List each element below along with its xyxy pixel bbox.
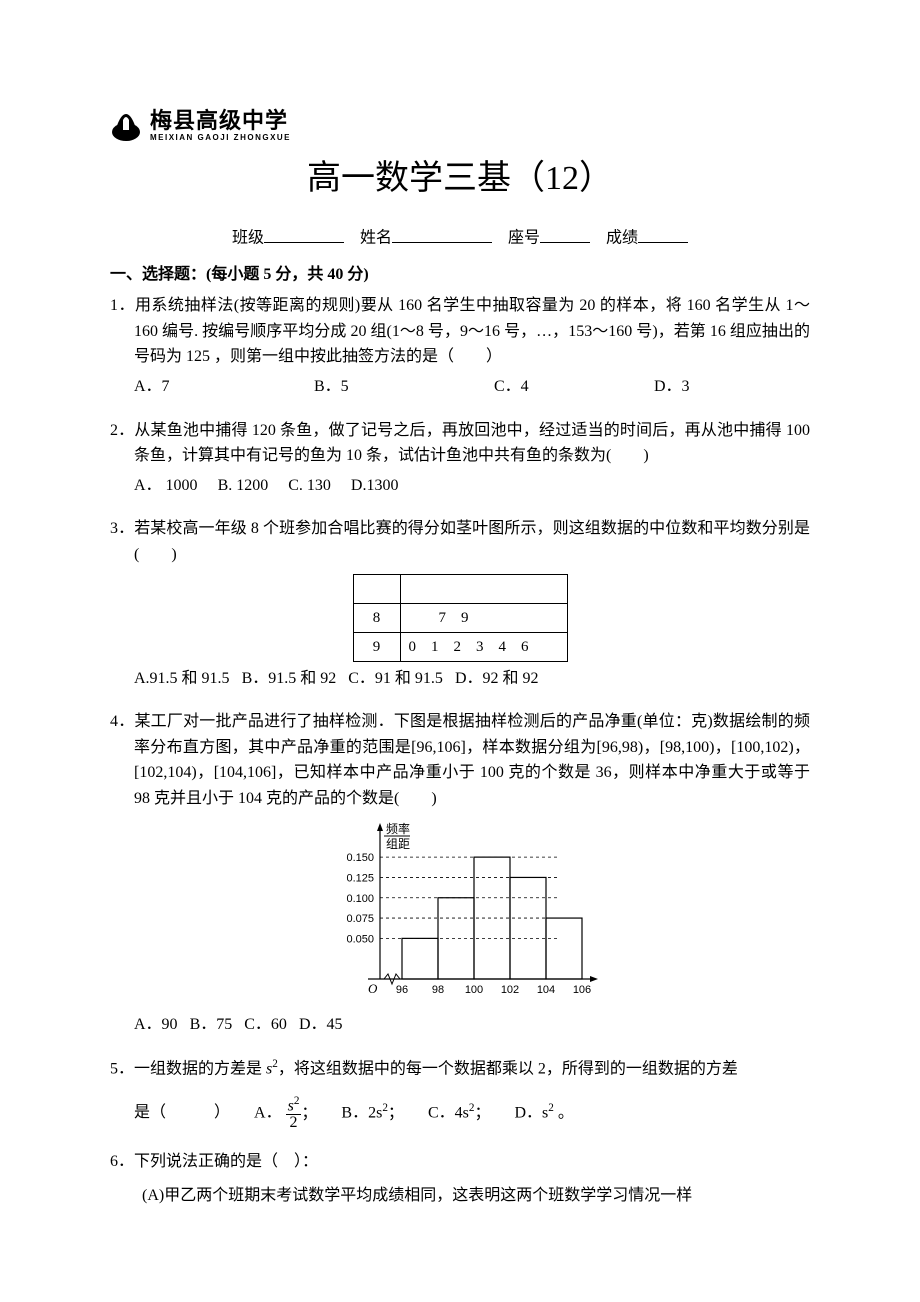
q5-line2-prefix: 是（ ） — [134, 1100, 230, 1126]
q5-opt-a: A． s2 2 ； — [254, 1096, 317, 1131]
q1-opt-d: D．3 — [654, 374, 690, 400]
q2-opt-c: C. 130 — [288, 473, 331, 499]
q2-options: A． 1000 B. 1200 C. 130 D.1300 — [134, 473, 810, 499]
q1-options: A．7 B．5 C．4 D．3 — [134, 374, 810, 400]
label-name: 姓名 — [360, 230, 392, 247]
q4-opt-c: C．60 — [244, 1016, 287, 1033]
question-2: 2．从某鱼池中捕得 120 条鱼，做了记号之后，再放回池中，经过适当的时间后，再… — [110, 418, 810, 499]
q2-body: 2．从某鱼池中捕得 120 条鱼，做了记号之后，再放回池中，经过适当的时间后，再… — [134, 418, 810, 469]
q4-body: 4．某工厂对一批产品进行了抽样检测．下图是根据抽样检测后的产品净重(单位：克)数… — [134, 709, 810, 811]
q2-opt-d: D.1300 — [351, 473, 399, 499]
svg-text:104: 104 — [537, 984, 555, 996]
q5-opt-b: B．2s2； — [341, 1100, 404, 1126]
svg-text:O: O — [368, 981, 378, 996]
info-line: 班级 姓名 座号 成绩 — [110, 224, 810, 251]
q6-num: 6． — [110, 1153, 134, 1170]
q4-opt-a: A．90 — [134, 1016, 178, 1033]
svg-text:106: 106 — [573, 984, 591, 996]
section1-head: 一、选择题：(每小题 5 分，共 40 分) — [110, 262, 810, 288]
q1-body: 1．用系统抽样法(按等距离的规则)要从 160 名学生中抽取容量为 20 的样本… — [134, 293, 810, 370]
question-3: 3．若某校高一年级 8 个班参加合唱比赛的得分如茎叶图所示，则这组数据的中位数和… — [110, 516, 810, 691]
q6-body: 6．下列说法正确的是（ ）： — [134, 1149, 810, 1175]
svg-text:0.150: 0.150 — [346, 853, 374, 865]
stemleaf-stem2: 9 — [353, 632, 400, 661]
q1-num: 1． — [110, 297, 135, 314]
school-text: 梅县高级中学 MEIXIAN GAOJI ZHONGXUE — [150, 110, 291, 142]
blank-name — [392, 224, 492, 243]
svg-text:98: 98 — [432, 984, 444, 996]
q5-text-a: 一组数据的方差是 — [134, 1060, 266, 1077]
q1-text: 用系统抽样法(按等距离的规则)要从 160 名学生中抽取容量为 20 的样本，将… — [134, 297, 810, 365]
svg-text:96: 96 — [396, 984, 408, 996]
q3-options: A.91.5 和 91.5 B．91.5 和 92 C．91 和 91.5 D．… — [134, 666, 810, 692]
q6-text: 下列说法正确的是（ ）： — [134, 1153, 318, 1170]
q5-opt-d: D．s2 。 — [514, 1100, 573, 1126]
label-class: 班级 — [232, 230, 264, 247]
svg-text:102: 102 — [501, 984, 519, 996]
label-score: 成绩 — [606, 230, 638, 247]
q4-opt-d: D．45 — [299, 1016, 343, 1033]
q3-opt-c: C．91 和 91.5 — [348, 670, 443, 687]
histogram-wrap: 频率组距 0.050 0.075 0.100 0.125 0.150 96 98 100 102 1… — [110, 819, 810, 1008]
q3-num: 3． — [110, 520, 134, 537]
q2-opt-a: A． 1000 — [134, 473, 198, 499]
label-seat: 座号 — [508, 230, 540, 247]
school-header: 梅县高级中学 MEIXIAN GAOJI ZHONGXUE — [110, 110, 810, 142]
q3-opt-d: D．92 和 92 — [455, 670, 539, 687]
stem-leaf-table: 8 7 9 90 1 2 3 4 6 — [353, 574, 568, 662]
svg-text:100: 100 — [465, 984, 483, 996]
stemleaf-empty — [353, 574, 400, 603]
q1-opt-a: A．7 — [134, 374, 274, 400]
q6-opt-a: (A)甲乙两个班期末考试数学平均成绩相同，这表明这两个班数学学习情况一样 — [142, 1183, 810, 1209]
svg-text:0.075: 0.075 — [346, 914, 374, 926]
q4-opt-b: B．75 — [190, 1016, 233, 1033]
svg-text:0.100: 0.100 — [346, 893, 374, 905]
school-logo-icon — [110, 110, 142, 142]
q5-num: 5． — [110, 1060, 134, 1077]
blank-class — [264, 224, 344, 243]
question-6: 6．下列说法正确的是（ ）： (A)甲乙两个班期末考试数学平均成绩相同，这表明这… — [110, 1149, 810, 1208]
q3-opt-a: A.91.5 和 91.5 — [134, 670, 230, 687]
q1-opt-b: B．5 — [314, 374, 454, 400]
svg-text:频率: 频率 — [386, 821, 410, 836]
q4-num: 4． — [110, 713, 134, 730]
school-pinyin: MEIXIAN GAOJI ZHONGXUE — [150, 134, 291, 142]
svg-text:0.125: 0.125 — [346, 873, 374, 885]
blank-score — [638, 224, 688, 243]
blank-seat — [540, 224, 590, 243]
q3-opt-b: B．91.5 和 92 — [242, 670, 337, 687]
svg-text:0.050: 0.050 — [346, 934, 374, 946]
q5-text-b: ，将这组数据中的每一个数据都乘以 2，所得到的一组数据的方差 — [278, 1060, 738, 1077]
q5-body: 5．一组数据的方差是 s2，将这组数据中的每一个数据都乘以 2，所得到的一组数据… — [134, 1056, 810, 1082]
q2-opt-b: B. 1200 — [218, 473, 269, 499]
q3-body: 3．若某校高一年级 8 个班参加合唱比赛的得分如茎叶图所示，则这组数据的中位数和… — [134, 516, 810, 567]
q4-text: 某工厂对一批产品进行了抽样检测．下图是根据抽样检测后的产品净重(单位：克)数据绘… — [134, 713, 810, 807]
question-5: 5．一组数据的方差是 s2，将这组数据中的每一个数据都乘以 2，所得到的一组数据… — [110, 1056, 810, 1131]
page-title: 高一数学三基（12） — [110, 152, 810, 206]
svg-text:组距: 组距 — [386, 837, 410, 851]
stemleaf-leaf2: 0 1 2 3 4 6 — [400, 632, 567, 661]
school-name: 梅县高级中学 — [150, 110, 291, 132]
q5-opt-c: C．4s2； — [428, 1100, 491, 1126]
q3-text: 若某校高一年级 8 个班参加合唱比赛的得分如茎叶图所示，则这组数据的中位数和平均… — [134, 520, 810, 563]
question-1: 1．用系统抽样法(按等距离的规则)要从 160 名学生中抽取容量为 20 的样本… — [110, 293, 810, 399]
q4-options: A．90 B．75 C．60 D．45 — [134, 1012, 810, 1038]
stemleaf-stem1: 8 — [353, 603, 400, 632]
question-4: 4．某工厂对一批产品进行了抽样检测．下图是根据抽样检测后的产品净重(单位：克)数… — [110, 709, 810, 1038]
stemleaf-leaf1: 7 9 — [400, 603, 567, 632]
q2-num: 2． — [110, 422, 134, 439]
histogram-chart: 频率组距 0.050 0.075 0.100 0.125 0.150 96 98 100 102 1… — [320, 819, 600, 999]
page: 梅县高级中学 MEIXIAN GAOJI ZHONGXUE 高一数学三基（12）… — [0, 0, 920, 1302]
q5-options: 是（ ） A． s2 2 ； B．2s2； C．4s2； D．s2 。 — [134, 1096, 810, 1131]
q1-opt-c: C．4 — [494, 374, 614, 400]
fraction-icon: s2 2 — [286, 1096, 302, 1131]
q2-text: 从某鱼池中捕得 120 条鱼，做了记号之后，再放回池中，经过适当的时间后，再从池… — [134, 422, 810, 465]
stemleaf-empty2 — [400, 574, 567, 603]
